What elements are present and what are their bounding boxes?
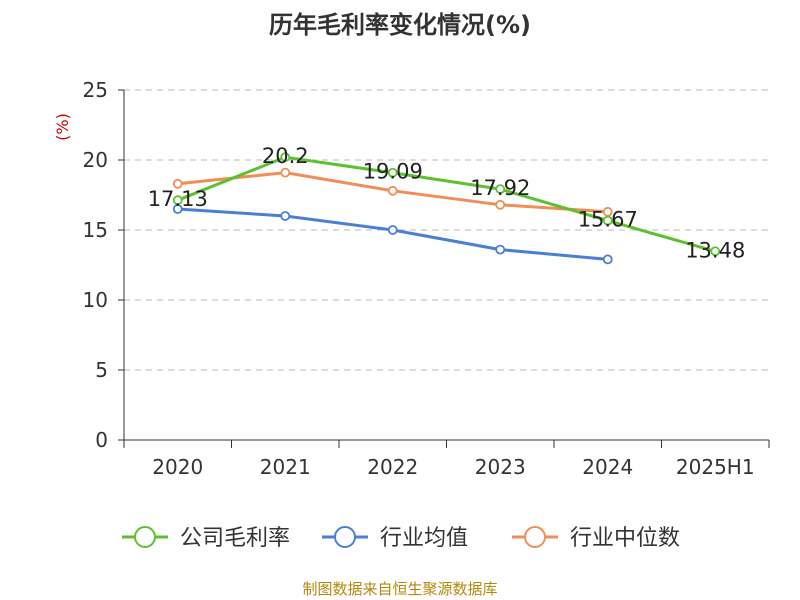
x-tick-label-2020: 2020 (152, 455, 203, 479)
data-label-2022: 19.09 (363, 160, 423, 184)
data-point-公司毛利率-2021[interactable] (280, 152, 291, 163)
legend-marker-行业均值 (334, 526, 356, 548)
legend-marker-公司毛利率 (134, 526, 156, 548)
data-label-2024: 15.67 (578, 208, 638, 232)
data-point-行业中位数-2023[interactable] (495, 199, 506, 210)
series-公司毛利率 (172, 152, 721, 257)
data-point-公司毛利率-2025H1[interactable] (710, 246, 721, 257)
legend-item-行业中位数[interactable]: 行业中位数 (512, 526, 680, 551)
legend-label-行业均值: 行业均值 (380, 526, 468, 551)
series-行业中位数 (172, 167, 613, 217)
grid-lines (124, 89, 769, 371)
data-point-公司毛利率-2024[interactable] (602, 215, 613, 226)
data-point-行业均值-2023[interactable] (495, 244, 506, 255)
y-tick-label-10: 10 (83, 288, 108, 312)
data-point-公司毛利率-2020[interactable] (172, 195, 183, 206)
data-point-行业均值-2024[interactable] (602, 254, 613, 265)
data-point-行业中位数-2022[interactable] (387, 185, 398, 196)
data-point-行业中位数-2021[interactable] (280, 167, 291, 178)
x-tick-label-2024: 2024 (582, 455, 633, 479)
data-point-行业均值-2021[interactable] (280, 211, 291, 221)
legend-marker-行业中位数 (524, 526, 546, 548)
y-axis-label: (%) (53, 113, 72, 141)
legend-label-行业中位数: 行业中位数 (570, 526, 680, 551)
series-lines (172, 152, 721, 265)
x-tick-label-2025H1: 2025H1 (676, 455, 755, 479)
data-label-2025H1: 13.48 (685, 238, 745, 262)
x-tick-label-2022: 2022 (367, 455, 418, 479)
source-note: 制图数据来自恒生聚源数据库 (302, 580, 497, 598)
data-label-2020: 17.13 (148, 187, 208, 211)
axes: 0 5 10 15 20 25 2020 2021 2022 2023 2024 2025H1 (83, 78, 770, 479)
data-label-2023: 17.92 (470, 176, 530, 200)
y-tick-label-20: 20 (83, 148, 108, 172)
legend[interactable]: 公司毛利率 行业均值 行业中位数 (122, 526, 680, 551)
legend-item-公司毛利率[interactable]: 公司毛利率 (122, 526, 290, 551)
data-labels: 17.13 20.2 19.09 17.92 15.67 13.48 (148, 144, 746, 262)
x-tick-label-2023: 2023 (475, 455, 526, 479)
y-tick-label-5: 5 (95, 358, 108, 382)
chart-title: 历年毛利率变化情况(%) (269, 11, 531, 39)
data-point-公司毛利率-2022[interactable] (387, 167, 398, 178)
x-tick-label-2021: 2021 (260, 455, 311, 479)
y-tick-label-0: 0 (95, 428, 108, 452)
series-line-公司毛利率 (177, 155, 716, 253)
data-point-公司毛利率-2023[interactable] (495, 184, 506, 195)
legend-label-公司毛利率: 公司毛利率 (180, 526, 290, 551)
series-行业均值 (172, 204, 613, 265)
legend-item-行业均值[interactable]: 行业均值 (322, 526, 468, 551)
y-tick-label-15: 15 (83, 218, 108, 242)
data-point-行业均值-2022[interactable] (387, 225, 398, 235)
data-point-行业中位数-2020[interactable] (172, 178, 183, 189)
y-tick-label-25: 25 (83, 78, 108, 102)
data-label-2021: 20.2 (262, 144, 309, 168)
